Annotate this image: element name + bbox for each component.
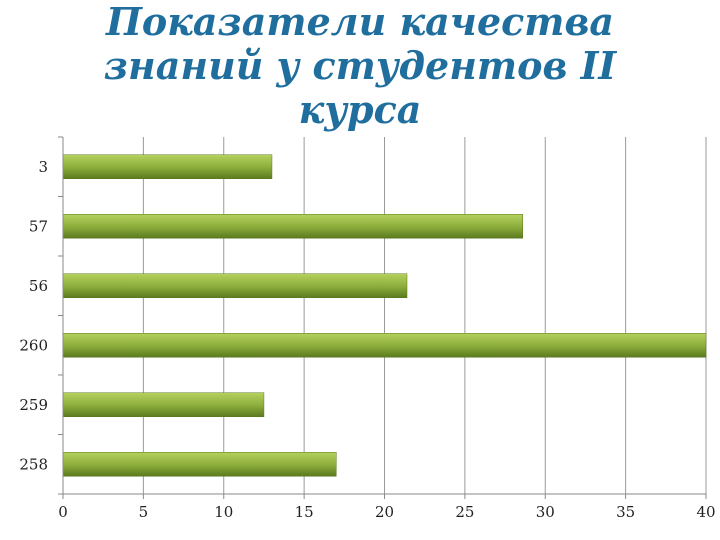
x-tick-label: 5 xyxy=(139,503,149,521)
bar-56 xyxy=(62,273,408,298)
x-tick-label: 20 xyxy=(375,503,394,521)
x-tick-label: 30 xyxy=(536,503,555,521)
bar-260 xyxy=(62,333,707,358)
category-label: 260 xyxy=(19,336,48,354)
x-tick-label: 15 xyxy=(295,503,314,521)
chart-title: Показатели качества знаний у студентов I… xyxy=(103,0,617,132)
bar-57 xyxy=(62,214,523,239)
bars xyxy=(62,154,707,477)
category-label: 57 xyxy=(29,217,48,235)
category-label: 258 xyxy=(19,455,48,473)
bar-259 xyxy=(62,392,265,417)
category-label: 56 xyxy=(29,277,48,295)
category-label: 3 xyxy=(38,158,48,176)
bar-3 xyxy=(62,154,273,179)
x-tick-labels: 0 5 10 15 20 25 30 35 40 xyxy=(58,503,715,521)
x-tick-label: 0 xyxy=(58,503,68,521)
gridlines xyxy=(142,137,707,494)
bar-258 xyxy=(62,452,337,477)
x-tick-label: 25 xyxy=(455,503,474,521)
x-tick-label: 35 xyxy=(616,503,635,521)
x-tick-label: 10 xyxy=(214,503,233,521)
axes xyxy=(58,136,707,499)
category-labels: 3 57 56 260 259 258 xyxy=(19,158,48,474)
category-label: 259 xyxy=(19,396,48,414)
x-tick-label: 40 xyxy=(696,503,715,521)
